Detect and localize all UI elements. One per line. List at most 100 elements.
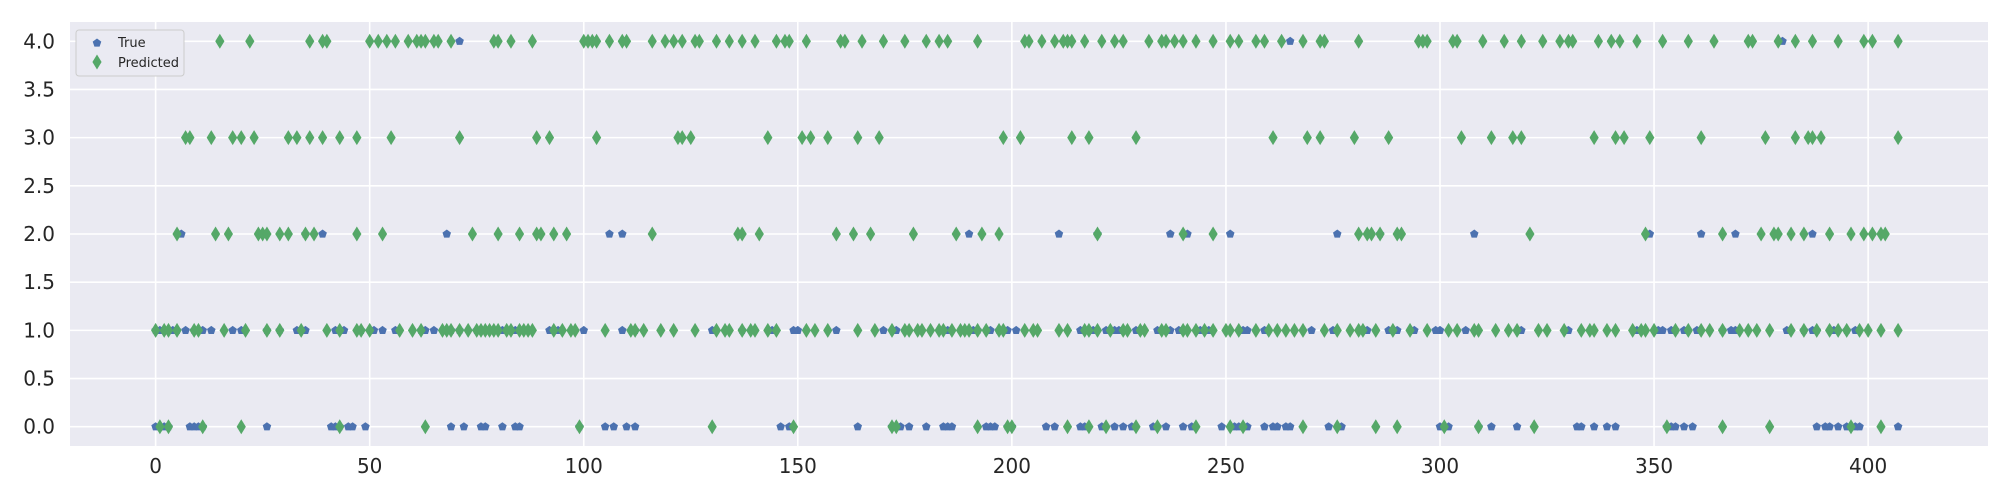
true-point <box>1273 422 1282 431</box>
predicted-point <box>454 130 465 146</box>
predicted-point <box>1319 322 1330 338</box>
predicted-point <box>570 322 580 338</box>
predicted-point <box>1516 33 1526 49</box>
predicted-point <box>694 33 704 49</box>
predicted-point <box>1610 322 1621 338</box>
true-point <box>181 325 190 334</box>
predicted-point <box>1080 33 1090 49</box>
predicted-point <box>921 33 931 49</box>
predicted-point <box>1709 33 1719 49</box>
legend-label-true: True <box>117 36 146 51</box>
legend-box <box>75 29 185 77</box>
predicted-point <box>998 130 1008 146</box>
predicted-point <box>771 33 782 49</box>
predicted-point <box>305 33 315 49</box>
predicted-point <box>1384 130 1394 146</box>
predicted-point <box>591 130 602 146</box>
predicted-point <box>1867 226 1878 242</box>
true-point <box>442 229 451 238</box>
predicted-point <box>1110 33 1120 49</box>
predicted-point <box>335 322 345 338</box>
true-point <box>318 229 327 238</box>
predicted-point <box>1859 226 1869 242</box>
predicted-point <box>1345 322 1355 338</box>
legend-entry-true: True <box>92 36 146 51</box>
predicted-point <box>1456 130 1467 146</box>
true-point <box>1658 325 1667 334</box>
x-tick-label: 200 <box>993 454 1031 478</box>
predicted-point <box>240 322 251 338</box>
predicted-point <box>514 226 525 242</box>
predicted-point <box>900 33 910 49</box>
predicted-point <box>1589 322 1599 338</box>
predicted-point <box>1302 130 1312 146</box>
predicted-point <box>1824 322 1835 338</box>
predicted-point <box>1452 322 1462 338</box>
predicted-point <box>724 33 734 49</box>
true-point <box>1307 325 1316 334</box>
predicted-point <box>1161 322 1171 338</box>
predicted-point <box>994 226 1004 242</box>
series-predicted <box>151 33 1903 435</box>
true-point <box>579 325 588 334</box>
y-axis: 0.0 0.5 1.0 1.5 2.0 2.5 3.0 3.5 4.0 <box>23 29 55 438</box>
predicted-point <box>305 130 315 146</box>
predicted-point <box>1893 33 1903 49</box>
true-point <box>922 422 931 431</box>
predicted-point <box>823 130 833 146</box>
y-tick-label: 2.0 <box>23 222 55 246</box>
predicted-point <box>1833 322 1843 338</box>
true-point <box>1118 422 1128 431</box>
predicted-point <box>1846 419 1856 435</box>
predicted-point <box>724 322 734 338</box>
true-point <box>605 229 614 238</box>
predicted-point <box>1632 33 1642 49</box>
predicted-point <box>1525 226 1535 242</box>
predicted-point <box>1182 322 1193 338</box>
predicted-point <box>669 33 679 49</box>
y-tick-label: 1.0 <box>23 318 55 342</box>
predicted-point <box>1765 419 1775 435</box>
predicted-point <box>1478 33 1488 49</box>
predicted-point <box>1349 130 1359 146</box>
true-point <box>455 36 464 45</box>
predicted-point <box>1225 33 1235 49</box>
true-point <box>1324 422 1333 431</box>
predicted-point <box>1717 322 1728 338</box>
predicted-point <box>1139 322 1150 338</box>
predicted-point <box>1833 33 1843 49</box>
true-point <box>1808 229 1817 238</box>
predicted-point <box>1251 33 1261 49</box>
true-point <box>1512 422 1522 431</box>
true-point <box>832 325 841 334</box>
true-point <box>498 422 507 431</box>
predicted-point <box>754 226 764 242</box>
true-point <box>1011 325 1021 334</box>
predicted-point <box>1876 419 1886 435</box>
true-point <box>1671 422 1680 431</box>
predicted-point <box>690 322 700 338</box>
true-point <box>1050 422 1059 431</box>
predicted-point <box>1366 226 1377 242</box>
predicted-point <box>322 322 332 338</box>
predicted-point <box>1396 226 1407 242</box>
predicted-point <box>1191 33 1201 49</box>
predicted-point <box>1696 322 1706 338</box>
predicted-point <box>977 226 987 242</box>
predicted-point <box>707 419 717 435</box>
predicted-point <box>669 322 679 338</box>
predicted-point <box>1786 226 1796 242</box>
predicted-point <box>390 33 400 49</box>
predicted-point <box>1405 322 1415 338</box>
predicted-point <box>493 226 503 242</box>
predicted-point <box>1640 226 1651 242</box>
predicted-point <box>1144 33 1154 49</box>
predicted-point <box>506 322 516 338</box>
predicted-point <box>1529 419 1539 435</box>
predicted-point <box>1760 130 1770 146</box>
true-point <box>1487 422 1496 431</box>
predicted-point <box>823 322 833 338</box>
predicted-point <box>1251 322 1261 338</box>
predicted-point <box>403 33 413 49</box>
predicted-point <box>981 322 991 338</box>
